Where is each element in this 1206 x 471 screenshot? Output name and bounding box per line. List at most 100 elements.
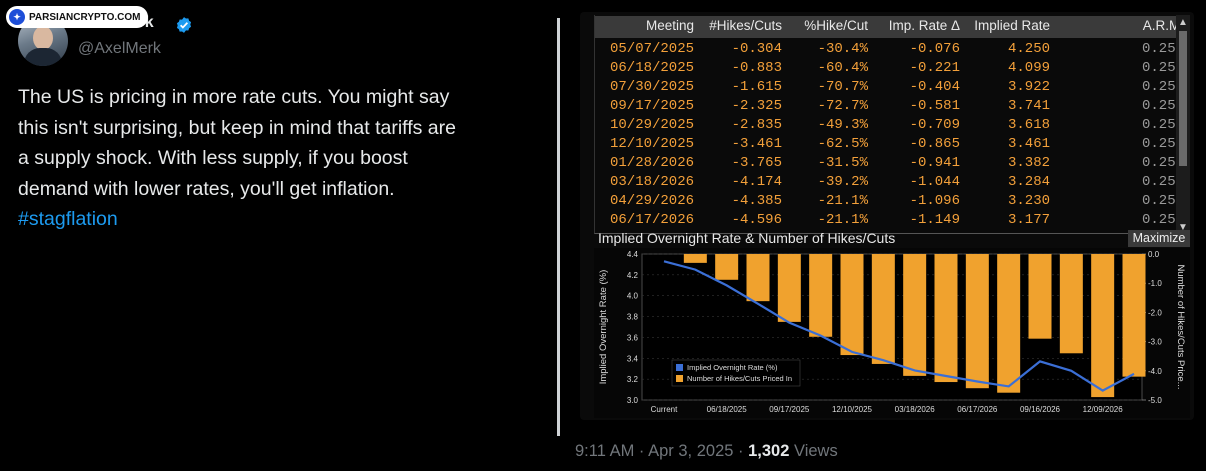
table-cell: -0.581 <box>909 98 960 114</box>
y-tick-label: 4.2 <box>627 271 639 280</box>
y-tick-label: 3.8 <box>627 313 639 322</box>
scroll-up-icon[interactable]: ▲ <box>1178 17 1188 28</box>
table-cell: -0.709 <box>909 117 960 133</box>
tweet-line: The US is pricing in more rate cuts. You… <box>18 86 450 108</box>
table-cell: -1.615 <box>731 79 782 95</box>
table-cell: 04/29/2026 <box>609 193 694 209</box>
tweet-time[interactable]: 9:11 AM <box>575 442 635 460</box>
table-cell: 0.250 <box>1141 98 1184 114</box>
y2-tick-label: -3.0 <box>1148 338 1162 347</box>
table-header-cell[interactable]: Implied Rate <box>974 18 1050 33</box>
view-count: 1,302 <box>748 442 790 460</box>
bar <box>1028 254 1052 339</box>
table-header-cell[interactable]: Meeting <box>645 18 694 33</box>
table-row[interactable]: 06/17/2026 -4.596 -21.1% -1.149 3.177 0.250 <box>594 211 1184 230</box>
table-cell: 0.250 <box>1141 193 1184 209</box>
bar <box>777 254 801 322</box>
tweet-meta: 9:11 AM · Apr 3, 2025 · 1,302 Views <box>575 442 838 461</box>
maximize-button[interactable]: Maximize <box>1128 230 1190 247</box>
tweet-date[interactable]: Apr 3, 2025 <box>648 442 734 460</box>
table-cell: -3.461 <box>731 136 782 152</box>
scroll-thumb[interactable] <box>1179 31 1187 166</box>
bar <box>871 254 895 364</box>
table-row[interactable]: 01/28/2026 -3.765 -31.5% -0.941 3.382 0.250 <box>594 154 1184 173</box>
meta-dot: · <box>738 442 744 460</box>
table-row[interactable]: 09/17/2025 -2.325 -72.7% -0.581 3.741 0.250 <box>594 97 1184 116</box>
attached-image[interactable]: Meeting #Hikes/Cuts %Hike/Cut Imp. Rate Δ Im… <box>580 12 1194 420</box>
y2-tick-label: 0.0 <box>1148 250 1160 259</box>
table-header-cell[interactable]: A.R.M. <box>1142 18 1184 33</box>
thread-divider <box>557 18 560 436</box>
table-cell: -1.149 <box>909 212 960 228</box>
y-tick-label: 4.0 <box>627 292 639 301</box>
table-cell: -4.174 <box>731 174 782 190</box>
tweet-line: this isn't surprising, but keep in mind … <box>18 116 456 139</box>
bar <box>683 254 707 263</box>
rate-line <box>663 260 1135 392</box>
table-row[interactable]: 05/07/2025 -0.304 -30.4% -0.076 4.250 0.250 <box>594 40 1184 59</box>
table-row[interactable]: 07/30/2025 -1.615 -70.7% -0.404 3.922 0.250 <box>594 78 1184 97</box>
bar <box>840 254 864 356</box>
y2-tick-label: -1.0 <box>1148 279 1162 288</box>
table-cell: -0.404 <box>909 79 960 95</box>
x-tick-label: Current <box>651 405 678 414</box>
table-cell: 10/29/2025 <box>609 117 694 133</box>
table-cell: -1.096 <box>909 193 960 209</box>
bar <box>809 254 833 337</box>
table-cell: -31.5% <box>817 155 868 171</box>
table-row[interactable]: 04/29/2026 -4.385 -21.1% -1.096 3.230 0.250 <box>594 192 1184 211</box>
table-cell: -62.5% <box>817 136 868 152</box>
y-tick-label: 3.2 <box>627 375 639 384</box>
table-header-cell[interactable]: Imp. Rate Δ <box>888 18 960 33</box>
table-cell: -0.304 <box>731 41 782 57</box>
legend-label: Number of Hikes/Cuts Priced In <box>687 374 792 383</box>
table-row[interactable]: 03/18/2026 -4.174 -39.2% -1.044 3.284 0.250 <box>594 173 1184 192</box>
x-tick-label: 09/16/2026 <box>1020 405 1061 414</box>
table-cell: -49.3% <box>817 117 868 133</box>
rate-table: Meeting #Hikes/Cuts %Hike/Cut Imp. Rate Δ Im… <box>594 15 1190 234</box>
table-cell: 3.461 <box>1007 136 1050 152</box>
bar <box>1091 254 1115 398</box>
bar <box>715 254 739 280</box>
meta-dot: · <box>638 442 645 460</box>
table-cell: 09/17/2025 <box>609 98 694 114</box>
table-cell: 3.230 <box>1007 193 1050 209</box>
bar <box>1059 254 1083 354</box>
hashtag-link[interactable]: #stagflation <box>18 208 118 230</box>
table-cell: 06/18/2025 <box>609 60 694 76</box>
table-cell: 0.250 <box>1141 41 1184 57</box>
table-cell: -0.221 <box>909 60 960 76</box>
table-row[interactable]: 10/29/2025 -2.835 -49.3% -0.709 3.618 0.250 <box>594 116 1184 135</box>
table-cell: 3.284 <box>1007 174 1050 190</box>
table-header-cell[interactable]: #Hikes/Cuts <box>709 18 782 33</box>
table-cell: -0.865 <box>909 136 960 152</box>
table-header-bar <box>594 16 1184 38</box>
watermark-badge: ✦ PARSIANCRYPTO.COM <box>6 6 148 28</box>
table-cell: -2.835 <box>731 117 782 133</box>
table-row[interactable]: 12/10/2025 -3.461 -62.5% -0.865 3.461 0.250 <box>594 135 1184 154</box>
table-row[interactable]: 06/18/2025 -0.883 -60.4% -0.221 4.099 0.250 <box>594 59 1184 78</box>
chart-title: Implied Overnight Rate & Number of Hikes… <box>598 230 896 246</box>
table-scrollbar[interactable]: ▲ ▼ <box>1176 15 1190 233</box>
views-label: Views <box>794 442 838 460</box>
table-cell: -21.1% <box>817 212 868 228</box>
y-tick-label: 3.4 <box>627 354 639 363</box>
bar <box>1122 254 1146 377</box>
table-cell: 0.250 <box>1141 60 1184 76</box>
table-cell: 05/07/2025 <box>609 41 694 57</box>
table-cell: 07/30/2025 <box>609 79 694 95</box>
table-cell: 3.618 <box>1007 117 1050 133</box>
verified-badge-icon <box>176 17 192 33</box>
table-cell: 0.250 <box>1141 117 1184 133</box>
bar <box>997 254 1021 393</box>
author-handle[interactable]: @AxelMerk <box>78 40 161 57</box>
y-tick-label: 4.4 <box>627 250 639 259</box>
table-cell: -60.4% <box>817 60 868 76</box>
table-cell: -3.765 <box>731 155 782 171</box>
table-cell: 0.250 <box>1141 174 1184 190</box>
x-tick-label: 09/17/2025 <box>769 405 810 414</box>
table-cell: -1.044 <box>909 174 960 190</box>
scroll-down-icon[interactable]: ▼ <box>1178 222 1188 233</box>
table-header-cell[interactable]: %Hike/Cut <box>804 18 868 33</box>
bar <box>903 254 927 376</box>
